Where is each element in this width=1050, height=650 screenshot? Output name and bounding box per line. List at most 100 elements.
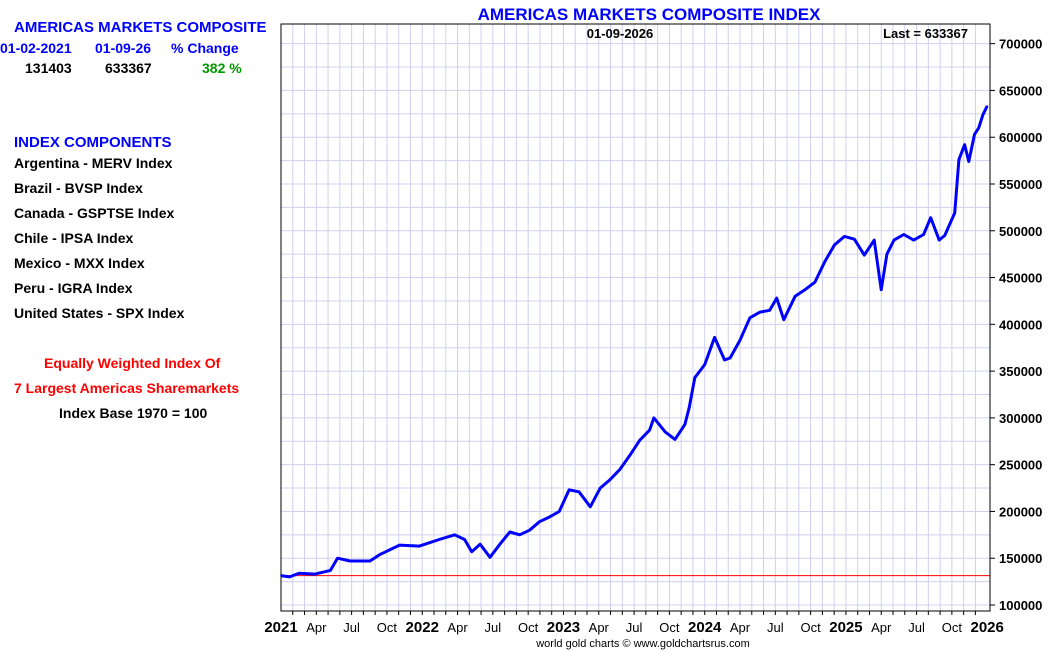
panel-title: AMERICAS MARKETS COMPOSITE	[14, 19, 267, 36]
end-value: 633367	[105, 60, 152, 76]
x-tick-label: Jul	[343, 620, 360, 635]
x-tick-label: Oct	[377, 620, 398, 635]
data-point	[463, 538, 466, 541]
x-tick-label: Jul	[767, 620, 784, 635]
y-axis: 100000 150000 200000 250000 300000 350000 4000…	[990, 37, 1042, 613]
data-point	[863, 254, 866, 256]
data-point	[688, 406, 690, 409]
data-point	[903, 233, 905, 236]
x-tick-label: Oct	[659, 620, 680, 635]
data-point	[749, 316, 751, 319]
data-point	[599, 487, 601, 489]
y-tick-label: 650000	[999, 83, 1042, 98]
data-point	[963, 143, 966, 146]
change-value: 382 %	[202, 60, 242, 76]
data-point	[288, 576, 291, 578]
component-item: Canada - GSPTSE Index	[14, 205, 175, 221]
x-tick-label: 2026	[970, 619, 1003, 636]
x-tick-label: 2022	[406, 619, 439, 636]
data-point	[893, 239, 895, 241]
data-point	[489, 556, 491, 559]
note-equally-weighted: Equally Weighted Index Of	[44, 355, 221, 371]
y-tick-label: 200000	[999, 504, 1042, 519]
y-tick-label: 300000	[999, 411, 1042, 426]
data-points	[280, 105, 988, 578]
data-point	[775, 297, 778, 299]
y-tick-label: 600000	[999, 130, 1042, 145]
data-point	[349, 560, 352, 562]
data-point	[723, 359, 726, 361]
data-point	[986, 105, 988, 107]
x-tick-label: 2024	[688, 619, 722, 636]
data-point	[619, 468, 621, 471]
data-point	[499, 543, 501, 545]
change-label: % Change	[171, 40, 239, 56]
data-point	[379, 553, 381, 556]
end-date: 01-09-26	[95, 40, 152, 56]
data-point	[713, 336, 716, 339]
data-point	[548, 516, 551, 518]
data-point	[568, 489, 570, 491]
grid	[281, 24, 990, 611]
data-point	[558, 510, 561, 513]
data-point	[973, 133, 976, 136]
last-value-label: Last = 633367	[883, 26, 968, 41]
x-tick-label: Jul	[485, 620, 502, 635]
component-item: Peru - IGRA Index	[14, 280, 133, 296]
data-point	[653, 417, 655, 419]
data-point	[629, 454, 631, 457]
data-point	[418, 545, 421, 547]
y-tick-label: 250000	[999, 458, 1042, 473]
data-point	[664, 431, 666, 433]
data-point	[768, 309, 771, 312]
data-point	[694, 376, 696, 379]
x-tick-label: Apr	[447, 620, 468, 635]
component-item: Argentina - MERV Index	[14, 155, 173, 171]
data-point	[298, 572, 301, 575]
data-point	[944, 234, 946, 237]
data-point	[398, 544, 401, 546]
data-point	[479, 543, 481, 545]
data-point	[648, 429, 651, 431]
footer-credit: world gold charts © www.goldchartsrus.co…	[535, 638, 750, 650]
data-point	[453, 534, 456, 536]
data-point	[280, 574, 282, 577]
y-tick-label: 100000	[999, 598, 1042, 613]
data-point	[873, 239, 875, 241]
x-tick-label: Oct	[518, 620, 539, 635]
data-point	[336, 557, 339, 560]
y-tick-label: 550000	[999, 177, 1042, 192]
y-tick-label: 500000	[999, 224, 1042, 239]
plot-frame	[280, 23, 991, 612]
data-point	[518, 534, 521, 536]
data-point	[886, 253, 888, 255]
data-point	[982, 113, 984, 116]
data-point	[703, 363, 706, 366]
x-tick-label: Oct	[942, 620, 963, 635]
x-tick-label: Apr	[730, 620, 751, 635]
component-item: Brazil - BVSP Index	[14, 180, 143, 196]
y-tick-label: 450000	[999, 271, 1042, 286]
x-tick-label: Apr	[306, 620, 327, 635]
x-tick-label: Apr	[589, 620, 610, 635]
component-item: Mexico - MXX Index	[14, 255, 145, 271]
data-point	[314, 573, 316, 575]
data-point	[814, 281, 816, 284]
data-point	[638, 439, 641, 442]
date-label: 01-09-2026	[587, 26, 654, 41]
data-point	[938, 239, 940, 241]
x-tick-label: Jul	[908, 620, 925, 635]
x-tick-label: Jul	[626, 620, 643, 635]
data-point	[794, 295, 796, 298]
note-largest-markets: 7 Largest Americas Sharemarkets	[14, 380, 240, 396]
data-point	[953, 212, 956, 214]
y-tick-label: 350000	[999, 364, 1042, 379]
x-axis: 2021 Apr Jul Oct 2022 Apr Jul Oct 2023 Apr Jul Oct 2…	[264, 611, 1004, 636]
x-tick-label: Apr	[871, 620, 892, 635]
data-point	[929, 216, 932, 219]
x-tick-label: 2023	[547, 619, 580, 636]
x-tick-label: 2021	[264, 619, 297, 636]
note-index-base: Index Base 1970 = 100	[59, 405, 208, 421]
y-tick-label: 700000	[999, 37, 1042, 52]
